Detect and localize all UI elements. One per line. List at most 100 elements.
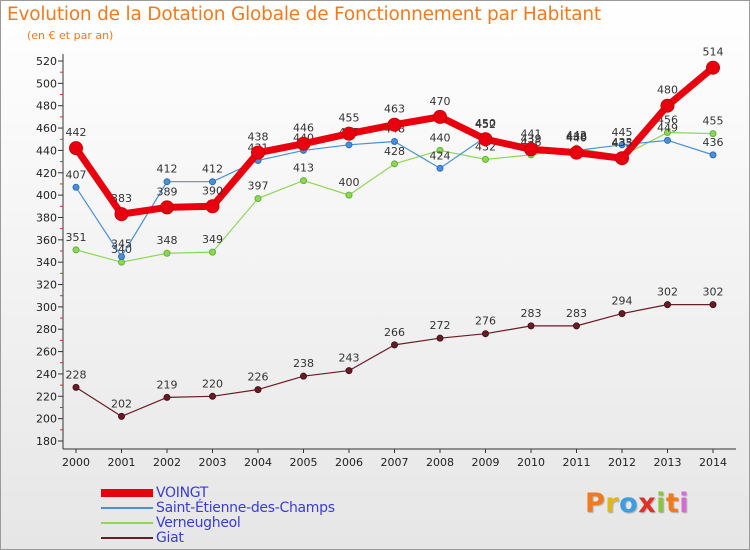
data-label: 238	[293, 357, 314, 370]
data-label: 283	[521, 307, 542, 320]
data-point	[573, 322, 580, 330]
data-point	[391, 160, 398, 168]
data-point	[436, 164, 444, 172]
data-point	[209, 392, 216, 400]
data-label: 390	[202, 184, 223, 197]
y-tick-label: 440	[36, 144, 57, 157]
data-label: 276	[475, 315, 496, 328]
data-point	[345, 191, 353, 199]
data-label: 389	[157, 185, 178, 198]
x-tick-label: 2010	[517, 456, 545, 469]
y-tick-label: 180	[36, 435, 57, 448]
data-point	[706, 60, 720, 75]
data-point	[482, 155, 489, 163]
x-tick-label: 2000	[62, 456, 90, 469]
data-point	[209, 248, 216, 256]
x-tick-label: 2014	[699, 456, 727, 469]
data-point	[433, 109, 447, 124]
data-label: 294	[612, 295, 633, 308]
data-label: 351	[66, 231, 87, 244]
data-label: 446	[293, 122, 314, 135]
data-point	[69, 141, 83, 156]
data-point	[527, 322, 535, 330]
y-tick-label: 280	[36, 323, 57, 336]
data-point	[300, 372, 307, 380]
data-point	[345, 367, 353, 375]
data-point	[436, 334, 444, 342]
data-point	[664, 136, 671, 144]
data-point	[618, 141, 626, 149]
data-point	[118, 253, 125, 261]
y-tick-label: 360	[36, 234, 57, 247]
data-label: 413	[293, 162, 314, 175]
y-tick-label: 400	[36, 189, 57, 202]
data-label: 455	[339, 112, 360, 125]
x-tick-label: 2006	[335, 456, 363, 469]
data-label: 228	[66, 368, 87, 381]
data-point	[615, 151, 629, 166]
data-label: 514	[703, 46, 724, 59]
data-label: 348	[157, 234, 178, 247]
brand-letter: i	[679, 488, 690, 519]
x-tick-label: 2002	[153, 456, 181, 469]
brand-letter: i	[656, 488, 666, 519]
chart-title: Evolution de la Dotation Globale de Fonc…	[7, 4, 601, 25]
data-point	[569, 145, 584, 160]
legend-swatch	[101, 522, 153, 524]
data-point	[482, 330, 489, 338]
data-label: 440	[430, 131, 451, 144]
data-label: 424	[430, 149, 451, 162]
data-label: 440	[566, 131, 587, 144]
data-label: 219	[157, 378, 178, 391]
data-point	[160, 200, 174, 215]
y-tick-label: 480	[36, 100, 57, 113]
x-tick-label: 2011	[563, 456, 591, 469]
data-point	[709, 151, 717, 159]
legend-swatch	[101, 507, 153, 509]
data-label: 272	[430, 319, 451, 332]
legend-swatch	[101, 537, 153, 539]
data-label: 383	[111, 192, 132, 205]
data-label: 226	[248, 371, 269, 384]
data-point	[664, 129, 671, 137]
data-label: 266	[384, 326, 405, 339]
data-label: 302	[657, 286, 678, 299]
data-label: 455	[703, 115, 724, 128]
y-tick-label: 380	[36, 211, 57, 224]
data-point	[391, 341, 398, 349]
brand-letter: r	[605, 488, 620, 519]
data-point	[296, 136, 311, 151]
y-tick-label: 520	[36, 55, 57, 68]
data-label: 428	[384, 145, 405, 158]
data-label: 438	[566, 131, 587, 144]
y-tick-label: 300	[36, 301, 57, 314]
data-point	[709, 130, 717, 138]
data-label: 220	[202, 377, 223, 390]
legend-label: Verneugheol	[156, 515, 241, 531]
data-label: 449	[657, 121, 678, 134]
data-label: 302	[703, 286, 724, 299]
x-tick-label: 2003	[199, 456, 227, 469]
x-tick-label: 2004	[244, 456, 272, 469]
brand-letter: x	[638, 488, 657, 519]
chart-subtitle: (en € et par an)	[27, 29, 114, 42]
data-label: 442	[566, 129, 587, 142]
x-tick-label: 2008	[426, 456, 454, 469]
data-label: 442	[66, 126, 87, 139]
data-label: 439	[521, 133, 542, 146]
data-point	[618, 310, 626, 318]
data-label: 400	[339, 176, 360, 189]
data-label: 349	[202, 233, 223, 246]
data-point	[387, 117, 402, 132]
data-label: 470	[430, 95, 451, 108]
data-point	[524, 142, 538, 157]
data-point	[709, 301, 717, 309]
data-label: 480	[657, 84, 678, 97]
data-point	[300, 177, 307, 185]
data-point	[72, 383, 80, 391]
x-tick-label: 2005	[290, 456, 318, 469]
x-tick-label: 2013	[654, 456, 682, 469]
data-label: 407	[66, 168, 87, 181]
brand-logo: Proxiti	[585, 488, 689, 519]
legend-label: Giat	[156, 530, 184, 546]
